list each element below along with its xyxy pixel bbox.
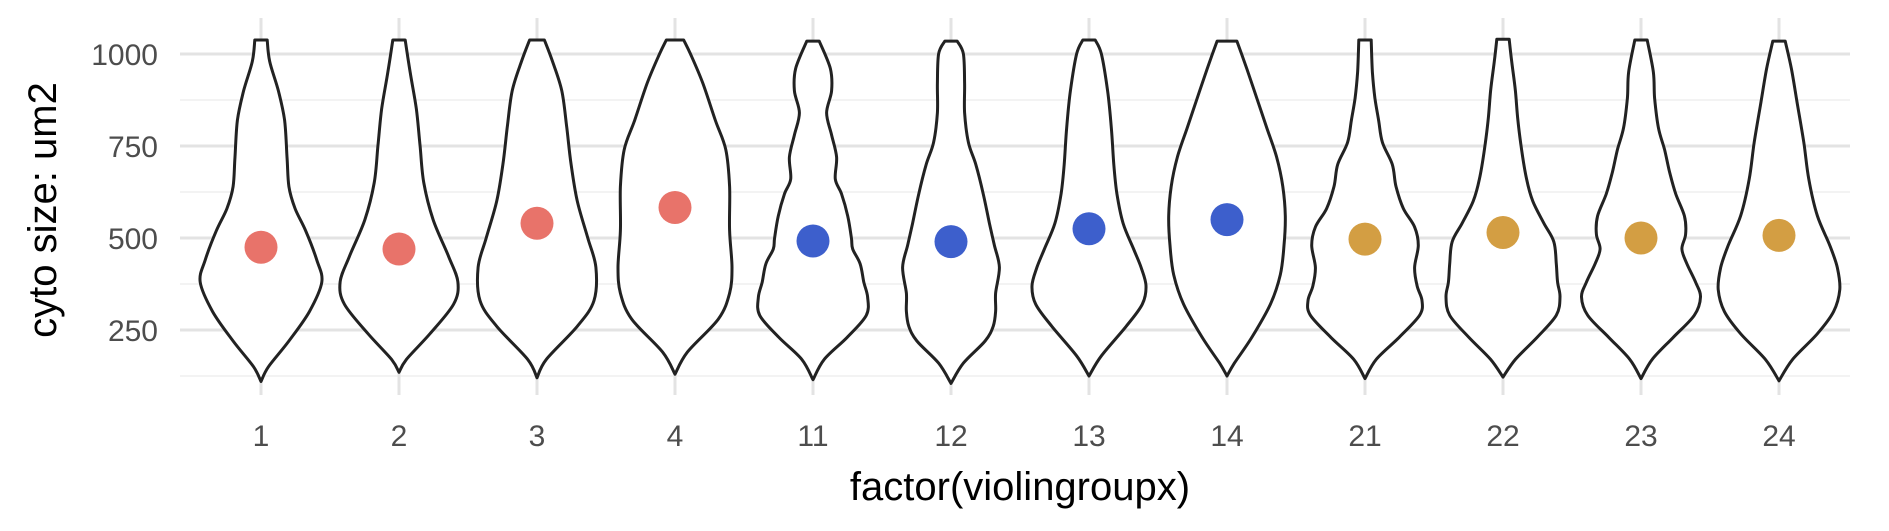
y-tick-label: 500 bbox=[108, 223, 158, 256]
point-12 bbox=[934, 225, 968, 259]
violin-22 bbox=[1444, 37, 1562, 379]
violin-24 bbox=[1716, 39, 1842, 383]
x-tick-label: 11 bbox=[797, 420, 828, 453]
y-tick-labels: 250 500 750 1000 bbox=[91, 39, 158, 348]
data-points bbox=[244, 190, 1796, 266]
point-14 bbox=[1210, 203, 1244, 237]
violins bbox=[198, 37, 1842, 385]
point-24 bbox=[1762, 218, 1796, 252]
x-tick-label: 22 bbox=[1486, 420, 1519, 453]
x-tick-label: 14 bbox=[1210, 420, 1243, 453]
x-tick-label: 12 bbox=[934, 420, 967, 453]
violin-11 bbox=[756, 39, 870, 382]
point-4 bbox=[658, 190, 692, 224]
point-13 bbox=[1072, 212, 1106, 246]
point-2 bbox=[382, 232, 416, 266]
x-tick-label: 2 bbox=[391, 420, 408, 453]
violin-1 bbox=[198, 38, 324, 383]
x-tick-label: 21 bbox=[1348, 420, 1381, 453]
point-23 bbox=[1624, 221, 1658, 255]
x-tick-labels: 1 2 3 4 11 12 13 14 21 22 23 24 bbox=[253, 420, 1796, 453]
y-axis-title: cyto size: um2 bbox=[21, 82, 65, 338]
violin-21 bbox=[1306, 38, 1424, 381]
violin-13 bbox=[1030, 38, 1148, 378]
x-tick-label: 23 bbox=[1624, 420, 1657, 453]
point-3 bbox=[520, 206, 554, 240]
y-tick-label: 1000 bbox=[91, 39, 158, 72]
y-tick-label: 750 bbox=[108, 131, 158, 164]
point-21 bbox=[1348, 222, 1382, 256]
x-tick-label: 24 bbox=[1762, 420, 1795, 453]
x-tick-label: 3 bbox=[529, 420, 546, 453]
violin-2 bbox=[338, 38, 460, 374]
x-tick-label: 13 bbox=[1072, 420, 1105, 453]
point-22 bbox=[1486, 215, 1520, 249]
point-1 bbox=[244, 230, 278, 264]
x-tick-label: 4 bbox=[667, 420, 684, 453]
x-tick-label: 1 bbox=[253, 420, 270, 453]
violin-23 bbox=[1580, 38, 1702, 381]
y-tick-label: 250 bbox=[108, 315, 158, 348]
x-axis-title: factor(violingroupx) bbox=[850, 465, 1190, 509]
violin-12 bbox=[901, 39, 1001, 385]
point-11 bbox=[796, 224, 830, 258]
